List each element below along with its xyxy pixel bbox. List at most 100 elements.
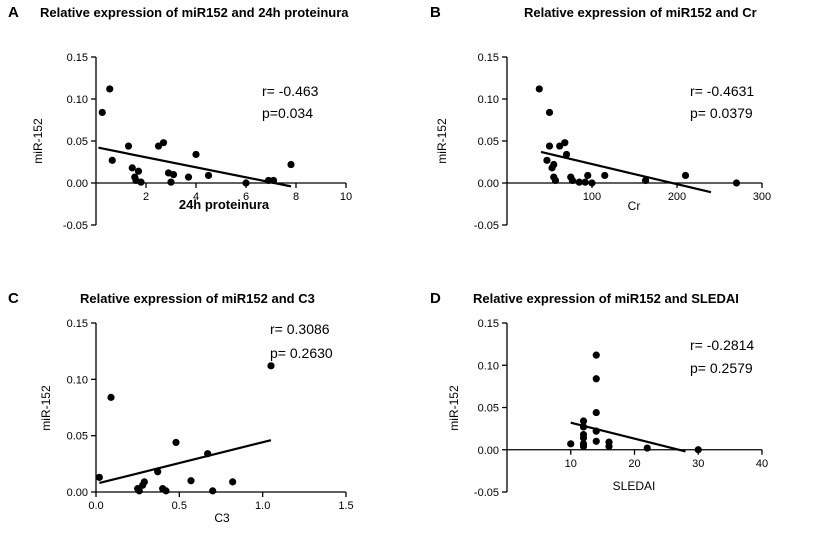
- data-point-a: [287, 160, 295, 169]
- x-axis-label-d: SLEDAI: [613, 479, 656, 493]
- data-point-c: [140, 478, 148, 486]
- chart-title-c: Relative expression of miR152 and C3: [80, 291, 315, 306]
- data-point-c: [209, 487, 217, 495]
- data-point-d: [579, 434, 588, 442]
- data-point-c: [95, 473, 103, 481]
- p-value-a: p=0.034: [262, 105, 313, 121]
- data-point-a: [167, 178, 175, 186]
- y-tick-label-c: 0.05: [67, 431, 88, 443]
- chart-title-b: Relative expression of miR152 and Cr: [524, 5, 757, 20]
- x-tick-label-d: 30: [692, 458, 704, 470]
- x-tick-label-a: 4: [193, 191, 199, 203]
- y-axis-label-b: miR-152: [435, 118, 449, 164]
- x-tick-label-c: 0.5: [172, 500, 187, 512]
- data-point-a: [192, 150, 200, 159]
- r-value-a: r= -0.463: [262, 83, 319, 99]
- data-point-d: [605, 442, 613, 450]
- data-point-a: [124, 142, 133, 150]
- x-tick-label-c: 1.0: [255, 500, 270, 512]
- y-tick-label-c: 0.00: [67, 487, 88, 499]
- data-point-b: [545, 142, 554, 150]
- x-tick-label-b: 200: [668, 191, 686, 203]
- data-point-d: [643, 444, 651, 452]
- y-tick-label-b: -0.05: [474, 220, 499, 232]
- regression-line-a: [98, 146, 292, 188]
- data-point-b: [561, 139, 569, 147]
- data-point-a: [242, 179, 250, 187]
- data-point-b: [601, 171, 609, 180]
- y-tick-label-a: 0.10: [67, 94, 88, 106]
- data-point-b: [568, 176, 577, 185]
- data-point-b: [575, 178, 583, 186]
- chart-title-a: Relative expression of miR152 and 24h pr…: [40, 5, 349, 20]
- p-value-b: p= 0.0379: [690, 105, 753, 121]
- data-point-b: [550, 160, 558, 169]
- data-point-b: [584, 171, 592, 180]
- data-point-c: [229, 478, 237, 486]
- panel-c: C Relative expression of miR152 and C3 0.0…: [8, 290, 354, 525]
- data-point-a: [159, 139, 168, 147]
- panel-d: D Relative expression of miR152 and SLEDA…: [430, 290, 768, 499]
- data-point-b: [545, 108, 554, 117]
- y-tick-label-d: 0.15: [478, 318, 499, 330]
- y-tick-label-b: 0.05: [478, 136, 499, 148]
- data-point-d: [579, 423, 588, 431]
- y-tick-label-d: -0.05: [474, 487, 499, 499]
- y-tick-label-a: 0.15: [67, 52, 88, 64]
- data-point-b: [681, 171, 690, 180]
- data-point-b: [562, 150, 571, 159]
- y-tick-label-d: 0.00: [478, 445, 499, 457]
- x-tick-label-d: 40: [756, 458, 768, 470]
- data-point-d: [579, 442, 588, 450]
- regression-line-b: [540, 150, 712, 194]
- data-point-d: [592, 427, 600, 435]
- data-point-d: [592, 437, 600, 445]
- data-point-d: [579, 417, 588, 425]
- r-value-b: r= -0.4631: [690, 83, 754, 99]
- y-axis-label-c: miR-152: [39, 385, 53, 431]
- y-tick-label-d: 0.05: [478, 403, 499, 415]
- panel-letter-a: A: [8, 4, 19, 21]
- x-tick-label-a: 2: [143, 191, 149, 203]
- panel-letter-c: C: [8, 290, 19, 307]
- data-point-a: [128, 164, 136, 172]
- data-point-a: [134, 167, 143, 175]
- y-tick-label-c: 0.10: [67, 374, 88, 386]
- chart-title-d: Relative expression of miR152 and SLEDAI: [473, 291, 739, 306]
- x-tick-label-a: 10: [340, 191, 352, 203]
- y-tick-label-b: 0.15: [478, 52, 499, 64]
- data-point-b: [732, 179, 741, 187]
- x-axis-label-b: Cr: [628, 199, 641, 213]
- y-tick-label-a: -0.05: [63, 220, 88, 232]
- data-point-a: [106, 85, 114, 93]
- y-tick-label-b: 0.00: [478, 178, 499, 190]
- x-tick-label-d: 20: [628, 458, 640, 470]
- y-tick-label-a: 0.05: [67, 136, 88, 148]
- x-tick-label-b: 100: [583, 191, 601, 203]
- panel-a: A Relative expression of miR152 and 24h p…: [8, 4, 352, 232]
- r-value-c: r= 0.3086: [270, 321, 330, 337]
- x-tick-label-a: 6: [243, 191, 249, 203]
- data-point-d: [592, 375, 600, 383]
- data-point-a: [269, 176, 278, 185]
- panel-letter-d: D: [430, 290, 441, 307]
- data-point-a: [108, 156, 116, 164]
- data-point-c: [187, 477, 195, 485]
- data-point-b: [535, 85, 543, 93]
- data-point-a: [98, 108, 106, 117]
- data-point-a: [169, 171, 178, 179]
- data-point-b: [543, 156, 551, 164]
- x-tick-label-b: 300: [753, 191, 771, 203]
- p-value-c: p= 0.2630: [270, 345, 333, 361]
- data-point-c: [154, 468, 162, 476]
- data-point-b: [556, 142, 564, 150]
- y-tick-label-b: 0.10: [478, 94, 499, 106]
- data-point-b: [551, 176, 560, 185]
- data-point-b: [581, 178, 589, 186]
- panel-letter-b: B: [430, 4, 441, 21]
- data-point-a: [184, 173, 193, 181]
- data-point-c: [267, 362, 275, 370]
- y-axis-label-a: miR-152: [31, 118, 45, 164]
- data-point-a: [204, 171, 213, 180]
